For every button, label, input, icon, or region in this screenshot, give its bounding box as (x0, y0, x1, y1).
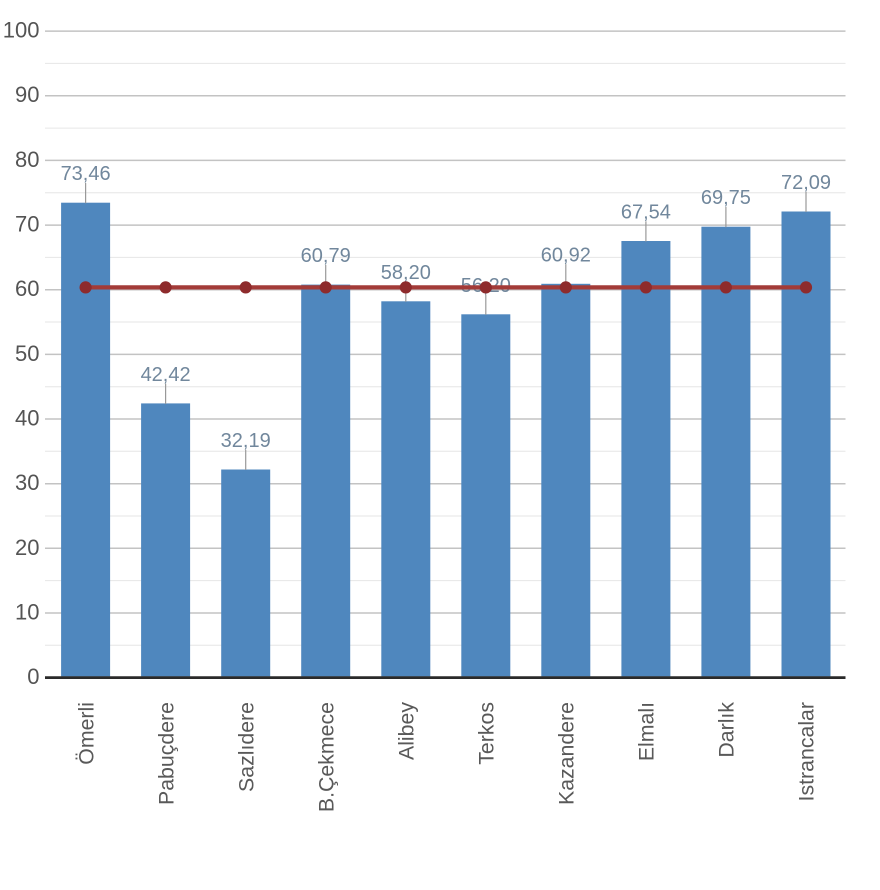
svg-text:60: 60 (15, 276, 39, 301)
svg-text:Ömerli: Ömerli (74, 702, 98, 765)
svg-text:Darlık: Darlık (715, 702, 739, 758)
svg-text:20: 20 (15, 535, 39, 560)
svg-text:42,42: 42,42 (141, 364, 191, 386)
svg-text:50: 50 (15, 341, 39, 366)
svg-text:Istrancalar: Istrancalar (795, 702, 819, 801)
svg-text:10: 10 (15, 600, 39, 625)
svg-text:Sazlıdere: Sazlıdere (234, 702, 258, 792)
svg-text:Pabuçdere: Pabuçdere (154, 702, 178, 805)
svg-text:70: 70 (15, 212, 39, 237)
svg-text:67,54: 67,54 (621, 202, 671, 224)
svg-text:80: 80 (15, 147, 39, 172)
svg-text:60,92: 60,92 (541, 244, 591, 266)
svg-text:0: 0 (27, 664, 39, 689)
svg-text:Kazandere: Kazandere (555, 702, 579, 805)
svg-text:30: 30 (15, 470, 39, 495)
svg-text:Terkos: Terkos (475, 702, 499, 765)
svg-text:58,20: 58,20 (381, 262, 431, 284)
svg-text:69,75: 69,75 (701, 187, 751, 209)
svg-text:73,46: 73,46 (61, 163, 111, 185)
svg-text:40: 40 (15, 406, 39, 431)
svg-text:Alibey: Alibey (395, 702, 419, 760)
svg-text:32,19: 32,19 (221, 430, 271, 452)
svg-text:60,79: 60,79 (301, 245, 351, 267)
svg-text:90: 90 (15, 82, 39, 107)
svg-text:B.Çekmece: B.Çekmece (314, 702, 338, 812)
svg-text:Elmalı: Elmalı (635, 702, 659, 761)
svg-text:100: 100 (3, 18, 40, 43)
svg-text:72,09: 72,09 (781, 172, 831, 194)
